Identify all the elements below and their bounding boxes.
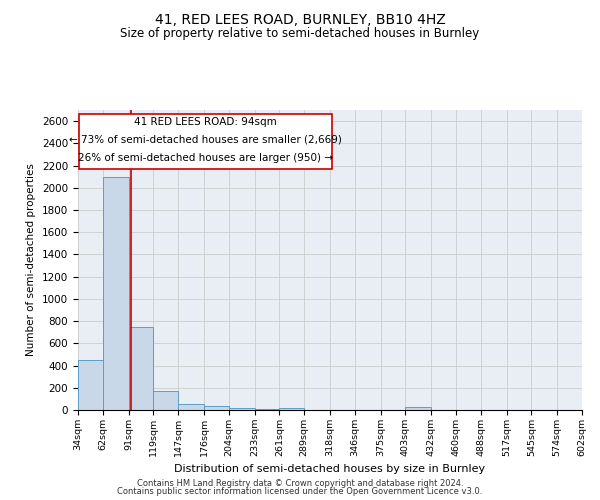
Bar <box>128 326 154 410</box>
Bar <box>178 404 204 410</box>
Text: Contains public sector information licensed under the Open Government Licence v3: Contains public sector information licen… <box>118 487 482 496</box>
Text: 41 RED LEES ROAD: 94sqm: 41 RED LEES ROAD: 94sqm <box>134 116 277 126</box>
Bar <box>406 406 431 410</box>
Y-axis label: Number of semi-detached properties: Number of semi-detached properties <box>26 164 37 356</box>
Bar <box>103 176 128 410</box>
Bar <box>154 390 178 410</box>
Bar <box>229 408 254 410</box>
FancyBboxPatch shape <box>79 114 332 169</box>
Text: Size of property relative to semi-detached houses in Burnley: Size of property relative to semi-detach… <box>121 28 479 40</box>
Text: 41, RED LEES ROAD, BURNLEY, BB10 4HZ: 41, RED LEES ROAD, BURNLEY, BB10 4HZ <box>155 12 445 26</box>
Bar <box>204 406 229 410</box>
Text: ← 73% of semi-detached houses are smaller (2,669): ← 73% of semi-detached houses are smalle… <box>69 135 342 145</box>
X-axis label: Distribution of semi-detached houses by size in Burnley: Distribution of semi-detached houses by … <box>175 464 485 474</box>
Text: Contains HM Land Registry data © Crown copyright and database right 2024.: Contains HM Land Registry data © Crown c… <box>137 478 463 488</box>
Bar <box>78 360 103 410</box>
Text: 26% of semi-detached houses are larger (950) →: 26% of semi-detached houses are larger (… <box>78 153 333 163</box>
Bar <box>280 408 304 410</box>
Bar <box>254 408 280 410</box>
